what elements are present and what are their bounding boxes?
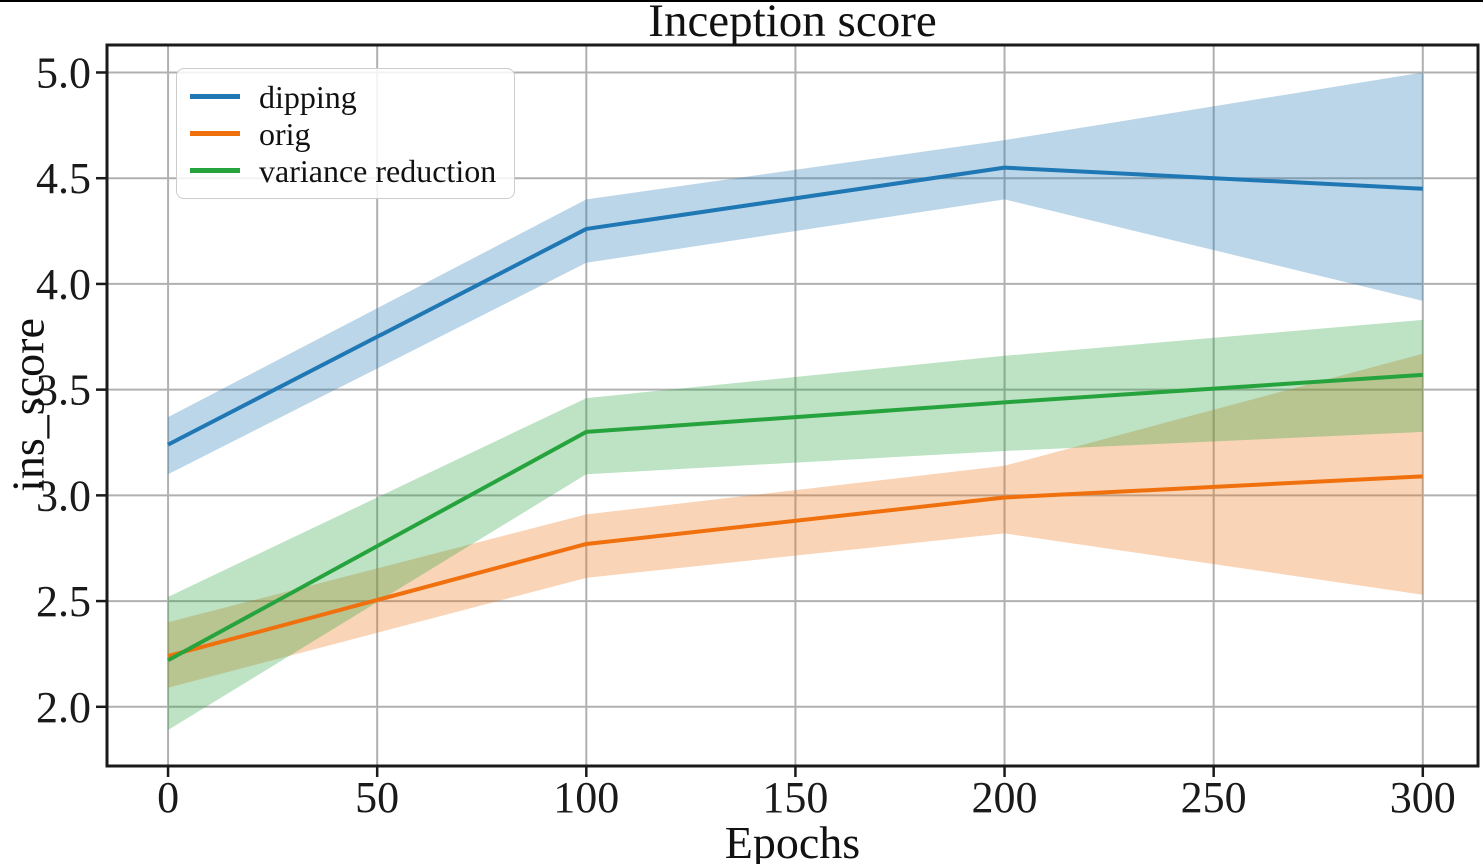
legend-label: orig	[259, 115, 311, 152]
legend-item-variance-reduction: variance reduction	[190, 152, 496, 189]
series-line-orig	[167, 474, 1423, 658]
image-top-border	[0, 0, 1483, 2]
legend-swatch	[190, 168, 240, 173]
confidence-band-variance-reduction	[168, 319, 1423, 731]
x-tick-label: 150	[762, 773, 828, 822]
y-tick-label: 3.5	[36, 366, 91, 415]
series-line-dipping	[167, 165, 1423, 447]
y-tick-label: 5.0	[36, 48, 91, 97]
x-tick-label: 50	[355, 773, 399, 822]
x-tick-label: 200	[972, 773, 1038, 822]
legend-label: variance reduction	[259, 152, 497, 189]
x-axis-label: Epochs	[724, 817, 861, 864]
legend-item-orig: orig	[190, 115, 496, 152]
y-tick-label: 4.0	[36, 260, 91, 309]
x-tick-label: 250	[1181, 773, 1247, 822]
chart-title: Inception score	[648, 0, 937, 47]
legend-label: dipping	[259, 78, 357, 115]
x-tick-label: 0	[157, 773, 179, 822]
y-tick-label: 2.5	[36, 577, 91, 626]
legend: dipping orig variance reduction	[176, 68, 516, 199]
legend-swatch	[190, 94, 240, 99]
y-tick-label: 2.0	[36, 683, 91, 732]
legend-item-dipping: dipping	[190, 78, 496, 115]
y-tick-label: 4.5	[36, 154, 91, 203]
series-line-variance-reduction	[167, 372, 1423, 663]
x-tick-label: 300	[1390, 773, 1456, 822]
x-tick-label: 100	[553, 773, 619, 822]
y-tick-label: 3.0	[36, 471, 91, 520]
y-axis-label: ins_score	[2, 318, 54, 492]
plot-border	[105, 43, 1480, 768]
legend-swatch	[190, 131, 240, 136]
